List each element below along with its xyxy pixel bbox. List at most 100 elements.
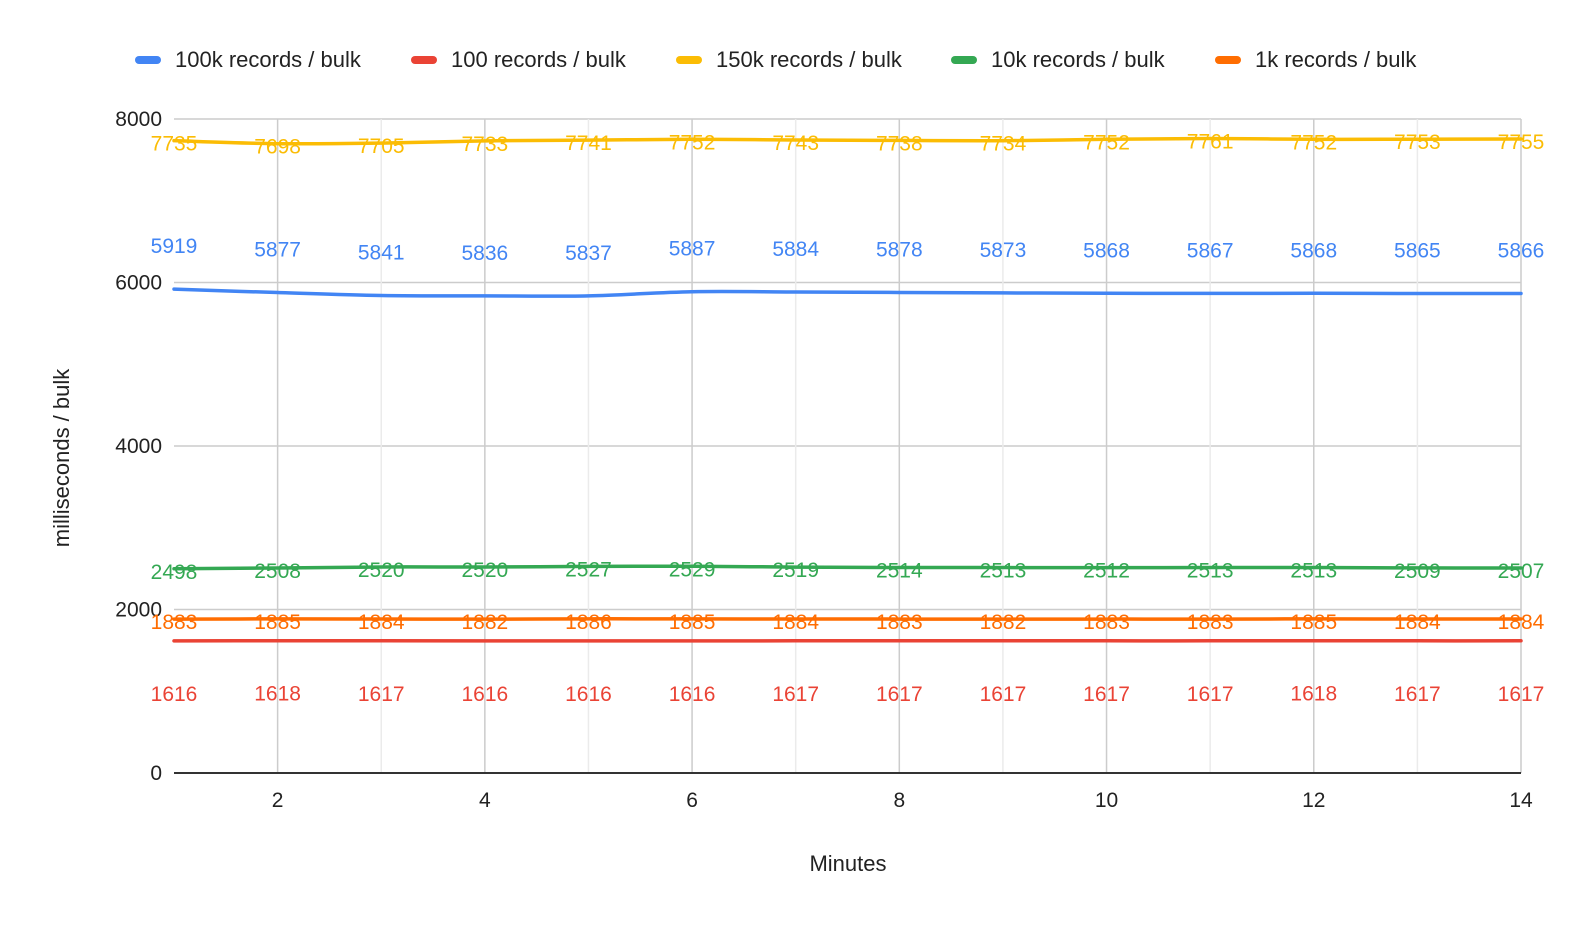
x-axis-title: Minutes: [809, 851, 886, 876]
data-label: 1883: [1187, 611, 1234, 634]
data-label: 7705: [358, 135, 405, 158]
y-tick-label: 0: [150, 762, 162, 785]
data-label: 5878: [876, 238, 923, 261]
legend-swatch: [951, 56, 977, 64]
legend: 100k records / bulk 100 records / bulk 150…: [135, 47, 1417, 72]
data-label: 5837: [565, 242, 612, 265]
data-label: 2520: [358, 559, 405, 582]
data-label: 5841: [358, 241, 405, 264]
data-labels: 5919 5877 5841 5836 5837 5887 5884 5878 5873 5868…: [151, 131, 1545, 706]
data-label: 1883: [1083, 611, 1130, 634]
data-label: 2512: [1083, 560, 1130, 583]
legend-label: 100k records / bulk: [175, 47, 362, 72]
data-label: 5919: [151, 235, 198, 258]
data-label: 5887: [669, 238, 716, 261]
x-tick-label: 12: [1302, 789, 1325, 812]
data-label: 1617: [1394, 683, 1441, 706]
data-label: 5867: [1187, 239, 1234, 262]
data-label: 7735: [151, 133, 198, 156]
data-label: 7755: [1498, 131, 1545, 154]
data-label: 1616: [669, 683, 716, 706]
series-line: [172, 564, 1523, 571]
data-label: 5866: [1498, 239, 1545, 262]
data-label: 2509: [1394, 560, 1441, 583]
data-label: 1617: [1498, 683, 1545, 706]
data-label: 2513: [1187, 560, 1234, 583]
legend-label: 150k records / bulk: [716, 47, 903, 72]
data-label: 5868: [1290, 239, 1337, 262]
data-label: 1617: [876, 683, 923, 706]
data-label: 2514: [876, 559, 923, 582]
series-line: [172, 136, 1523, 146]
legend-label: 100 records / bulk: [451, 47, 627, 72]
legend-label: 10k records / bulk: [991, 47, 1166, 72]
data-label: 5865: [1394, 240, 1441, 263]
data-label: 2520: [461, 559, 508, 582]
data-label: 7741: [565, 132, 612, 155]
data-label: 1617: [1187, 683, 1234, 706]
data-label: 1882: [461, 611, 508, 634]
data-label: 1616: [565, 683, 612, 706]
data-label: 1883: [876, 611, 923, 634]
data-label: 2513: [1290, 560, 1337, 583]
data-label: 1617: [772, 683, 819, 706]
data-label: 5873: [980, 239, 1027, 262]
data-label: 1617: [358, 683, 405, 706]
legend-swatch: [135, 56, 161, 64]
data-label: 1883: [151, 611, 198, 634]
data-label: 5868: [1083, 239, 1130, 262]
data-label: 7698: [254, 136, 301, 159]
data-label: 1617: [980, 683, 1027, 706]
legend-swatch: [676, 56, 702, 64]
y-tick-label: 6000: [115, 272, 162, 295]
data-label: 1884: [1498, 611, 1545, 634]
data-label: 1618: [1290, 683, 1337, 706]
data-label: 7752: [1083, 131, 1130, 154]
data-label: 1885: [254, 611, 301, 634]
data-label: 2513: [980, 560, 1027, 583]
data-label: 7761: [1187, 131, 1234, 154]
legend-swatch: [411, 56, 437, 64]
data-label: 7752: [1290, 131, 1337, 154]
x-tick-label: 10: [1095, 789, 1118, 812]
x-tick-label: 2: [272, 789, 284, 812]
y-tick-label: 4000: [115, 435, 162, 458]
data-label: 2519: [772, 559, 819, 582]
gridlines: [174, 118, 1522, 773]
data-label: 2498: [151, 561, 198, 584]
y-tick-label: 2000: [115, 599, 162, 622]
data-label: 7753: [1394, 131, 1441, 154]
x-tick-label: 4: [479, 789, 491, 812]
data-label: 1885: [1290, 611, 1337, 634]
data-label: 1618: [254, 683, 301, 706]
legend-label: 1k records / bulk: [1255, 47, 1417, 72]
legend-swatch: [1215, 56, 1241, 64]
data-label: 1884: [358, 611, 405, 634]
series-lines: [172, 136, 1523, 643]
data-label: 7733: [461, 133, 508, 156]
data-label: 7752: [669, 131, 716, 154]
series-line: [172, 287, 1523, 298]
data-label: 5877: [254, 239, 301, 262]
data-label: 2508: [254, 560, 301, 583]
data-label: 1617: [1083, 683, 1130, 706]
data-label: 1884: [1394, 611, 1441, 634]
data-label: 7734: [980, 133, 1027, 156]
axes: 0 2000 4000 6000 8000 2 4 6 8 10 12 14: [115, 108, 1533, 812]
data-label: 2527: [565, 558, 612, 581]
x-tick-label: 6: [686, 789, 698, 812]
data-label: 1882: [980, 611, 1027, 634]
data-label: 2507: [1498, 560, 1545, 583]
data-label: 7738: [876, 132, 923, 155]
data-label: 2529: [669, 558, 716, 581]
x-tick-label: 14: [1509, 789, 1533, 812]
data-label: 1884: [772, 611, 819, 634]
y-tick-label: 8000: [115, 108, 162, 131]
data-label: 1885: [669, 611, 716, 634]
data-label: 5836: [461, 242, 508, 265]
data-label: 1616: [461, 683, 508, 706]
data-label: 5884: [772, 238, 819, 261]
x-tick-label: 8: [893, 789, 905, 812]
data-label: 7743: [772, 132, 819, 155]
